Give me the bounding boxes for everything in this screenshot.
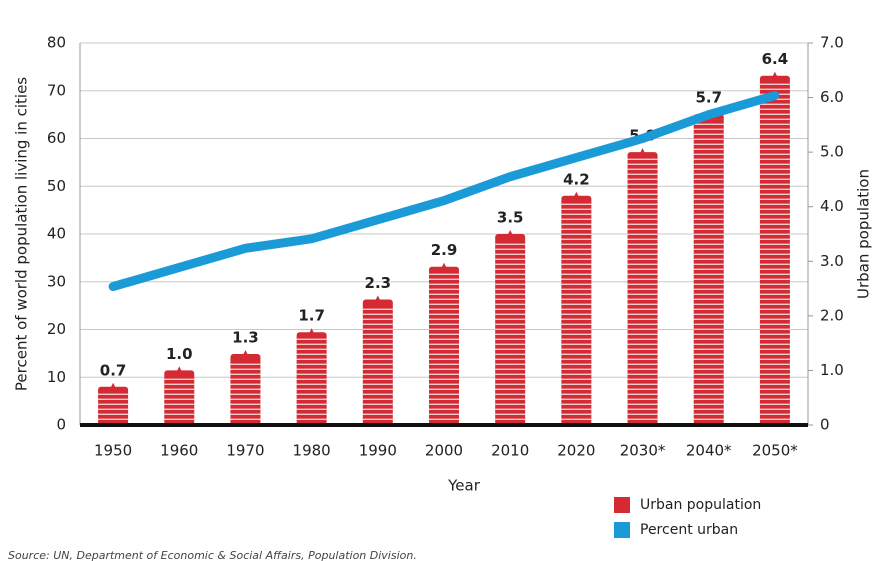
line xyxy=(108,91,780,292)
y-axis-title: Percent of world population living in ci… xyxy=(13,77,31,391)
x-tick-label: 2030* xyxy=(620,442,666,460)
x-tick-label: 2020 xyxy=(557,442,595,460)
x-tick-label: 1980 xyxy=(293,442,331,460)
bar-texture xyxy=(230,360,261,425)
bar-texture xyxy=(627,158,658,425)
bar-texture xyxy=(429,272,459,425)
source-note: Source: UN, Department of Economic & Soc… xyxy=(8,549,417,561)
bar-texture xyxy=(362,305,393,425)
y-tick-label: 70 xyxy=(47,81,66,99)
bar-texture xyxy=(561,201,592,425)
legend-swatch xyxy=(614,522,630,538)
bar-texture xyxy=(495,240,526,425)
y-tick-label: 20 xyxy=(47,320,66,338)
x-tick-label: 2000 xyxy=(425,442,463,460)
x-tick-label: 1970 xyxy=(226,442,264,460)
x-tick-label: 1990 xyxy=(359,442,397,460)
y2-axis-title: Urban population xyxy=(855,169,873,299)
bar-texture xyxy=(164,376,195,425)
value-label: 2.9 xyxy=(431,241,458,259)
value-label: 1.3 xyxy=(232,329,259,347)
y2-tick-label: 4.0 xyxy=(820,197,844,215)
y-tick-label: 40 xyxy=(47,225,66,243)
x-tick-label: 2010 xyxy=(491,442,529,460)
x-tick-label: 1950 xyxy=(94,442,132,460)
bar-texture xyxy=(296,338,327,425)
value-label: 6.4 xyxy=(762,50,789,68)
x-tick-label: 1960 xyxy=(160,442,198,460)
legend-label: Urban population xyxy=(640,497,761,513)
y2-tick-label: 7.0 xyxy=(820,34,844,52)
y2-tick-label: 1.0 xyxy=(820,361,844,379)
y-tick-label: 30 xyxy=(47,272,66,290)
legend-label: Percent urban xyxy=(640,522,738,538)
bar-texture xyxy=(693,119,724,425)
y-tick-label: 10 xyxy=(47,368,66,386)
y2-tick-label: 2.0 xyxy=(820,306,844,324)
bar-texture xyxy=(759,81,790,425)
value-label: 1.7 xyxy=(298,307,325,325)
y2-tick-label: 0 xyxy=(820,416,830,434)
value-label: 1.0 xyxy=(166,345,193,363)
value-label: 2.3 xyxy=(365,274,392,292)
y2-tick-label: 6.0 xyxy=(820,88,844,106)
y-tick-label: 60 xyxy=(47,129,66,147)
y2-tick-label: 5.0 xyxy=(820,143,844,161)
value-label: 4.2 xyxy=(563,170,590,188)
y-tick-label: 0 xyxy=(56,416,66,434)
y-tick-label: 80 xyxy=(47,34,66,52)
y-tick-label: 50 xyxy=(47,177,66,195)
bar-texture xyxy=(98,392,129,425)
y2-tick-label: 3.0 xyxy=(820,252,844,270)
x-axis-title: Year xyxy=(447,477,481,495)
value-label: 0.7 xyxy=(100,361,127,379)
value-label: 5.7 xyxy=(695,88,722,106)
value-label: 3.5 xyxy=(497,209,524,227)
x-tick-label: 2040* xyxy=(686,442,732,460)
x-tick-label: 2050* xyxy=(752,442,798,460)
legend-swatch xyxy=(614,497,630,513)
